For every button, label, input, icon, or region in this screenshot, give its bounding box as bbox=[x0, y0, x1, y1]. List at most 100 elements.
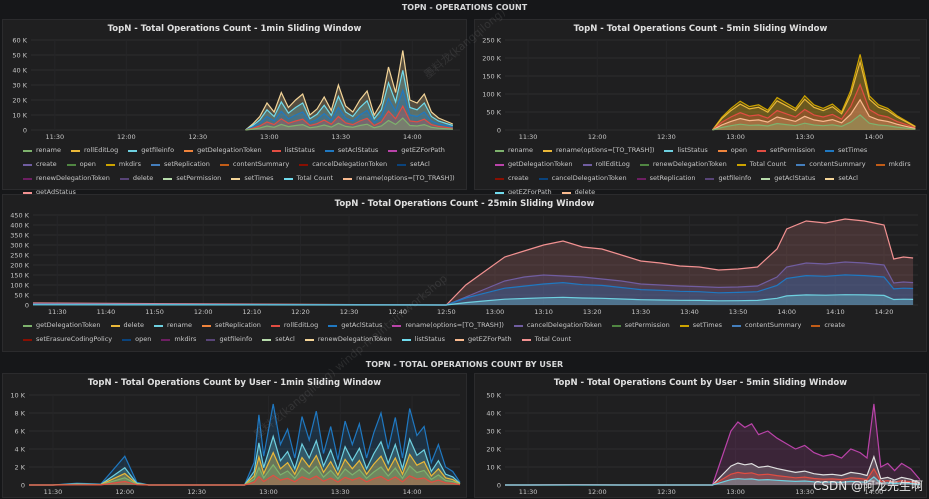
y-tick-label: 20 K bbox=[486, 446, 501, 454]
legend-item[interactable]: rename bbox=[495, 146, 533, 155]
legend-item[interactable]: cancelDelegationToken bbox=[538, 174, 627, 183]
legend-label: mkdirs bbox=[118, 160, 141, 168]
panel-user-1min[interactable]: TopN - Total Operations Count by User - … bbox=[2, 373, 467, 498]
legend-item[interactable]: rename bbox=[23, 146, 61, 155]
legend-item[interactable]: setAcl bbox=[397, 160, 430, 169]
panel-25min-ops[interactable]: TopN - Total Operations Count - 25min Sl… bbox=[2, 194, 927, 352]
legend-item[interactable]: cancelDelegationToken bbox=[299, 160, 387, 169]
series-area bbox=[245, 70, 453, 130]
legend-item[interactable]: open bbox=[717, 146, 747, 155]
legend-item[interactable]: mkdirs bbox=[105, 160, 141, 169]
x-tick-label: 14:00 bbox=[865, 133, 884, 140]
series-area bbox=[505, 404, 920, 485]
panel-1min-ops[interactable]: TopN - Total Operations Count - 1min Sli… bbox=[2, 19, 467, 196]
x-tick-label: 12:20 bbox=[291, 308, 310, 316]
legend-item[interactable]: open bbox=[66, 160, 96, 169]
legend-item[interactable]: setReplication bbox=[150, 160, 210, 169]
legend-item[interactable]: getDelegationToken bbox=[495, 160, 573, 169]
y-tick-label: 150 K bbox=[482, 73, 501, 81]
legend-item[interactable]: listStatus bbox=[401, 335, 445, 344]
legend-label: Total Count bbox=[534, 335, 572, 343]
legend-item[interactable]: renewDelegationToken bbox=[304, 335, 392, 344]
legend-item[interactable]: delete bbox=[561, 188, 596, 197]
legend-item[interactable]: setErasureCodingPolicy bbox=[23, 335, 112, 344]
legend-item[interactable]: getEZForPath bbox=[495, 188, 552, 197]
legend-swatch bbox=[521, 338, 531, 341]
legend-item[interactable]: getEZForPath bbox=[388, 146, 445, 155]
legend-item[interactable]: rename bbox=[154, 321, 192, 330]
legend-item[interactable]: rename(options=[TO_TRASH]) bbox=[392, 321, 504, 330]
panel-5min-ops[interactable]: TopN - Total Operations Count - 5min Sli… bbox=[474, 19, 927, 196]
x-tick-label: 14:20 bbox=[875, 308, 894, 316]
series-area bbox=[29, 404, 460, 485]
legend-item[interactable]: getfileinfo bbox=[128, 146, 174, 155]
legend-item[interactable]: setTimes bbox=[824, 146, 867, 155]
legend-item[interactable]: getDelegationToken bbox=[23, 321, 101, 330]
legend-item[interactable]: rollEditLog bbox=[70, 146, 118, 155]
legend-swatch bbox=[761, 177, 771, 180]
legend-item[interactable]: setAcl bbox=[262, 335, 295, 344]
legend-label: getEZForPath bbox=[467, 335, 512, 343]
panel-title: TopN - Total Operations Count - 5min Sli… bbox=[573, 24, 828, 34]
legend-item[interactable]: getfileinfo bbox=[206, 335, 252, 344]
legend-item[interactable]: listStatus bbox=[664, 146, 708, 155]
legend-item[interactable]: setTimes bbox=[231, 174, 274, 183]
legend-item[interactable]: getAclStatus bbox=[761, 174, 815, 183]
legend-item[interactable]: listStatus bbox=[271, 146, 315, 155]
legend-item[interactable]: getAdStatus bbox=[23, 188, 76, 197]
legend-item[interactable]: setAclStatus bbox=[324, 146, 378, 155]
legend-item[interactable]: setTimes bbox=[679, 321, 722, 330]
legend-item[interactable]: rollEditLog bbox=[582, 160, 630, 169]
series-line bbox=[245, 50, 454, 131]
legend-item[interactable]: rollEditLog bbox=[270, 321, 318, 330]
legend-item[interactable]: delete bbox=[119, 174, 153, 183]
legend-item[interactable]: getAclStatus bbox=[328, 321, 382, 330]
x-tick-label: 13:40 bbox=[680, 308, 699, 316]
legend-item[interactable]: getDelegationToken bbox=[184, 146, 262, 155]
legend-item[interactable]: setPermission bbox=[756, 146, 815, 155]
x-tick-label: 12:30 bbox=[188, 133, 207, 140]
x-tick-label: 13:30 bbox=[795, 133, 814, 140]
legend-label: delete bbox=[123, 321, 145, 329]
legend-item[interactable]: setReplication bbox=[636, 174, 695, 183]
legend-label: setAcl bbox=[275, 335, 295, 343]
legend-item[interactable]: setAcl bbox=[825, 174, 858, 183]
csdn-watermark: CSDN @阿龙先生啊 bbox=[812, 479, 923, 493]
legend-item[interactable]: rename(options=[TO_TRASH]) bbox=[542, 146, 654, 155]
legend-item[interactable]: cancelDelegationToken bbox=[513, 321, 602, 330]
legend-label: cancelDelegationToken bbox=[312, 160, 388, 168]
legend-item[interactable]: Total Count bbox=[283, 174, 334, 183]
legend-item[interactable]: mkdirs bbox=[161, 335, 196, 344]
legend-item[interactable]: create bbox=[23, 160, 57, 169]
legend-swatch bbox=[128, 149, 138, 152]
legend-label: setPermission bbox=[176, 174, 222, 182]
legend-label: delete bbox=[574, 188, 596, 196]
legend-item[interactable]: setReplication bbox=[202, 321, 261, 330]
legend-item[interactable]: renewDelegationToken bbox=[23, 174, 110, 183]
legend-item[interactable]: setPermission bbox=[163, 174, 221, 183]
legend-item[interactable]: contentSummary bbox=[732, 321, 801, 330]
legend-label: Total Count bbox=[296, 174, 334, 182]
legend-item[interactable]: rename(options=[TO_TRASH]) bbox=[343, 174, 455, 183]
x-tick-label: 12:30 bbox=[340, 308, 359, 316]
legend-label: mkdirs bbox=[888, 160, 911, 168]
y-tick-label: 10 K bbox=[12, 112, 27, 120]
legend-item[interactable]: getfileinfo bbox=[705, 174, 751, 183]
legend-item[interactable]: renewDelegationToken bbox=[639, 160, 727, 169]
legend-item[interactable]: getEZForPath bbox=[454, 335, 512, 344]
legend-item[interactable]: contentSummary bbox=[796, 160, 866, 169]
legend-item[interactable]: setPermission bbox=[611, 321, 670, 330]
legend-item[interactable]: open bbox=[122, 335, 151, 344]
legend-label: getAdStatus bbox=[36, 188, 76, 196]
legend-item[interactable]: Total Count bbox=[736, 160, 786, 169]
legend-item[interactable]: delete bbox=[110, 321, 145, 330]
legend-item[interactable]: create bbox=[811, 321, 845, 330]
legend-item[interactable]: create bbox=[495, 174, 529, 183]
legend-item[interactable]: mkdirs bbox=[875, 160, 911, 169]
legend-item[interactable]: contentSummary bbox=[219, 160, 289, 169]
x-tick-label: 11:40 bbox=[97, 308, 116, 316]
series-area bbox=[33, 262, 914, 305]
panel-user-5min[interactable]: TopN - Total Operations Count by User - … bbox=[474, 373, 927, 498]
legend-swatch bbox=[299, 163, 309, 166]
legend-item[interactable]: Total Count bbox=[521, 335, 572, 344]
